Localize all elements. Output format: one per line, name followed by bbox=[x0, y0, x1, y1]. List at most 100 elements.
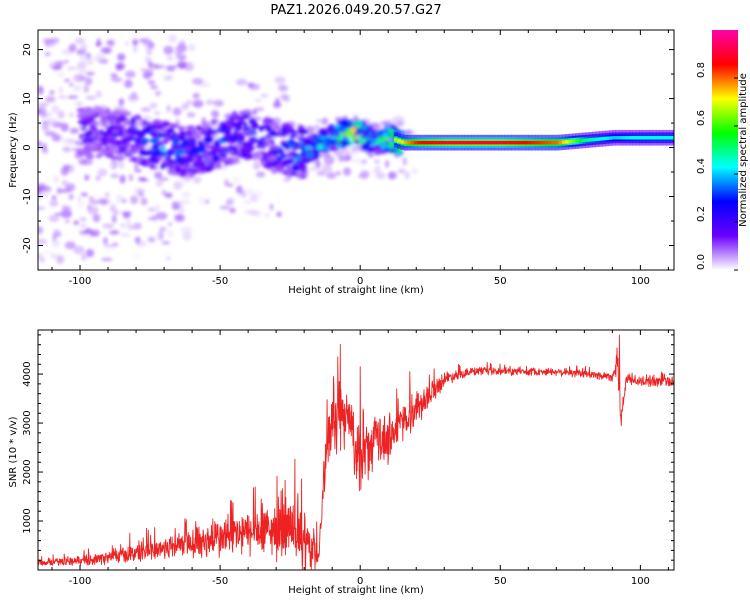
x-tick-label: -100 bbox=[69, 276, 92, 287]
ridge-blob bbox=[153, 157, 160, 165]
ridge-blob bbox=[243, 126, 248, 133]
ridge-blob bbox=[274, 155, 284, 161]
ridge-band-segment bbox=[608, 136, 613, 140]
noise-blob bbox=[65, 183, 76, 192]
y-tick-label: 10 bbox=[22, 92, 33, 105]
ridge-blob bbox=[120, 114, 125, 119]
ridge-blob bbox=[221, 136, 230, 141]
ridge-band-segment bbox=[427, 140, 432, 145]
ridge-band-segment bbox=[639, 136, 643, 140]
ridge-blob bbox=[197, 147, 207, 152]
ridge-band-segment bbox=[595, 137, 600, 141]
noise-blob bbox=[192, 93, 201, 99]
ridge-band-segment bbox=[635, 136, 640, 140]
ridge-blob bbox=[266, 128, 273, 133]
noise-blob bbox=[53, 228, 61, 237]
ridge-blob bbox=[78, 142, 85, 146]
ridge-blob bbox=[76, 148, 85, 156]
ridge-blob bbox=[130, 156, 137, 162]
ridge-blob bbox=[273, 123, 280, 130]
ridge-blob bbox=[123, 153, 133, 157]
noise-blob bbox=[51, 195, 57, 201]
ridge-blob bbox=[375, 138, 384, 145]
ridge-blob bbox=[272, 149, 279, 157]
ridge-band-segment bbox=[424, 140, 428, 145]
noise-blob bbox=[150, 84, 158, 90]
ridge-blob bbox=[292, 132, 298, 137]
noise-blob bbox=[44, 52, 51, 56]
noise-blob bbox=[323, 156, 335, 165]
ridge-band-segment bbox=[605, 136, 610, 141]
ridge-blob bbox=[125, 128, 135, 135]
noise-blob bbox=[350, 158, 362, 163]
ridge-band-segment bbox=[538, 140, 543, 145]
ridge-blob bbox=[270, 139, 275, 145]
ridge-band-segment bbox=[524, 140, 529, 145]
noise-blob bbox=[139, 68, 151, 72]
snr-panel: -100 -50 0 50 100 1000 2000 3000 4000 Height of … bbox=[8, 329, 675, 596]
ridge-band-segment bbox=[397, 139, 401, 143]
noise-blob bbox=[52, 175, 60, 184]
ridge-blob bbox=[348, 121, 355, 125]
colorbar-tick-label: 0.6 bbox=[696, 110, 707, 126]
ridge-blob bbox=[187, 155, 193, 162]
ridge-blob bbox=[108, 124, 116, 132]
ridge-blob bbox=[78, 134, 84, 140]
noise-blob bbox=[110, 73, 118, 78]
ridge-blob bbox=[100, 151, 110, 155]
noise-blob bbox=[68, 193, 74, 201]
noise-blob bbox=[124, 41, 130, 46]
noise-blob bbox=[140, 197, 148, 206]
ridge-blob bbox=[206, 145, 213, 150]
noise-blob bbox=[412, 129, 419, 135]
ridge-blob bbox=[382, 148, 389, 152]
noise-blob bbox=[139, 178, 149, 182]
ridge-blob bbox=[313, 150, 320, 156]
noise-blob bbox=[173, 181, 183, 190]
noise-blob bbox=[260, 93, 269, 98]
y-tick-label: 20 bbox=[22, 43, 33, 56]
noise-blob bbox=[54, 212, 62, 216]
ridge-blob bbox=[192, 154, 199, 160]
noise-blob bbox=[110, 173, 119, 179]
noise-blob bbox=[335, 171, 342, 176]
ridge-blob bbox=[133, 138, 142, 144]
noise-blob bbox=[142, 38, 148, 44]
noise-blob bbox=[155, 212, 168, 221]
ridge-band-segment bbox=[612, 136, 617, 140]
ridge-blob bbox=[292, 141, 302, 148]
noise-blob bbox=[219, 175, 228, 181]
noise-blob bbox=[52, 65, 63, 69]
ridge-blob bbox=[76, 112, 87, 118]
ridge-blob bbox=[168, 159, 176, 165]
ridge-blob bbox=[228, 156, 233, 163]
noise-blob bbox=[147, 236, 156, 243]
noise-blob bbox=[64, 241, 76, 250]
colorbar-tick-label: 0.0 bbox=[696, 254, 707, 270]
y-tick-label: -10 bbox=[22, 188, 33, 204]
ridge-band-segment bbox=[474, 140, 479, 145]
noise-blob bbox=[45, 176, 51, 182]
noise-blob bbox=[107, 162, 115, 169]
ridge-blob bbox=[82, 146, 92, 154]
colorbar-gradient bbox=[712, 30, 738, 270]
noise-blob bbox=[135, 236, 141, 244]
ridge-band-segment bbox=[592, 137, 596, 142]
noise-blob bbox=[185, 99, 193, 106]
ridge-blob bbox=[350, 141, 355, 146]
ridge-band-segment bbox=[535, 140, 539, 145]
noise-blob bbox=[85, 95, 97, 100]
snr-y-axis-label: SNR (10 * v/v) bbox=[8, 416, 19, 487]
ridge-blob bbox=[211, 147, 219, 152]
noise-blob bbox=[60, 209, 72, 219]
ridge-blob bbox=[108, 155, 119, 160]
noise-blob bbox=[87, 206, 99, 215]
ridge-blob bbox=[355, 120, 363, 127]
ridge-band-segment bbox=[407, 140, 411, 145]
noise-blob bbox=[38, 226, 44, 235]
ridge-blob bbox=[281, 123, 291, 129]
noise-blob bbox=[143, 43, 149, 50]
ridge-band-segment bbox=[481, 140, 485, 145]
ridge-blob bbox=[288, 143, 295, 149]
noise-blob bbox=[57, 110, 65, 119]
